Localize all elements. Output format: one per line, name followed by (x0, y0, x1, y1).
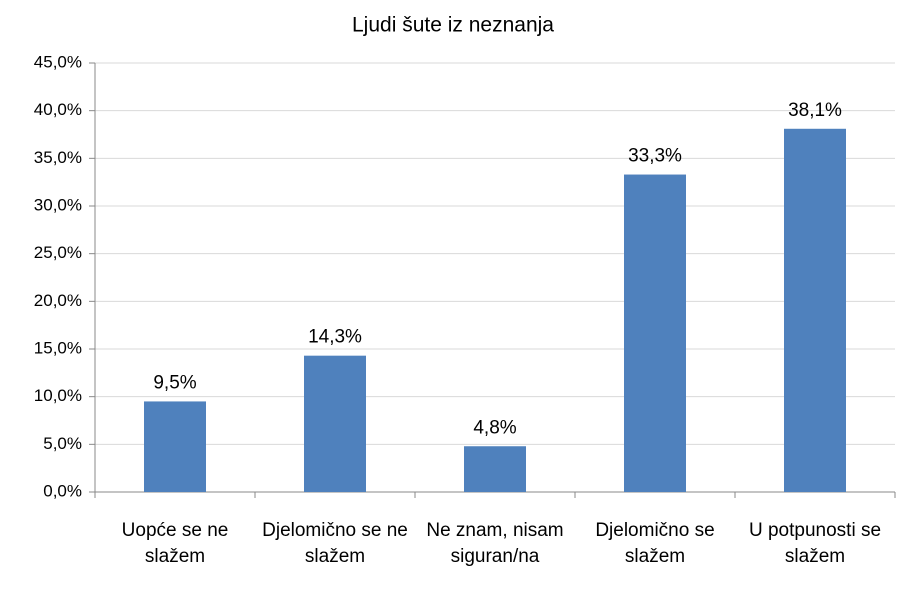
y-tick-label: 40,0% (34, 100, 82, 119)
value-label: 38,1% (788, 100, 842, 121)
y-tick-label: 35,0% (34, 148, 82, 167)
bar (304, 355, 366, 492)
value-label: 33,3% (628, 146, 682, 167)
value-label: 4,8% (473, 417, 516, 438)
bar (784, 128, 846, 492)
bar (144, 401, 206, 492)
value-label: 9,5% (153, 372, 196, 393)
y-tick-label: 10,0% (34, 386, 82, 405)
x-tick-label: Uopće se ne slažem (121, 520, 229, 567)
y-tick-label: 20,0% (34, 291, 82, 310)
x-tick-label: Djelomično se ne slažem (262, 520, 408, 567)
x-tick-label: Djelomično se slažem (595, 520, 715, 567)
y-tick-label: 30,0% (34, 195, 82, 214)
chart-title: Ljudi šute iz neznanja (352, 14, 554, 37)
x-tick-label: U potpunosti se slažem (748, 520, 882, 567)
bar (624, 174, 686, 493)
y-tick-label: 25,0% (34, 243, 82, 262)
y-tick-label: 15,0% (34, 338, 82, 357)
y-tick-label: 0,0% (43, 481, 82, 500)
value-label: 14,3% (308, 327, 362, 348)
y-tick-label: 45,0% (34, 52, 82, 71)
x-tick-label: Ne znam, nisam siguran/na (426, 520, 564, 567)
bar (464, 446, 526, 492)
y-tick-label: 5,0% (43, 434, 82, 453)
